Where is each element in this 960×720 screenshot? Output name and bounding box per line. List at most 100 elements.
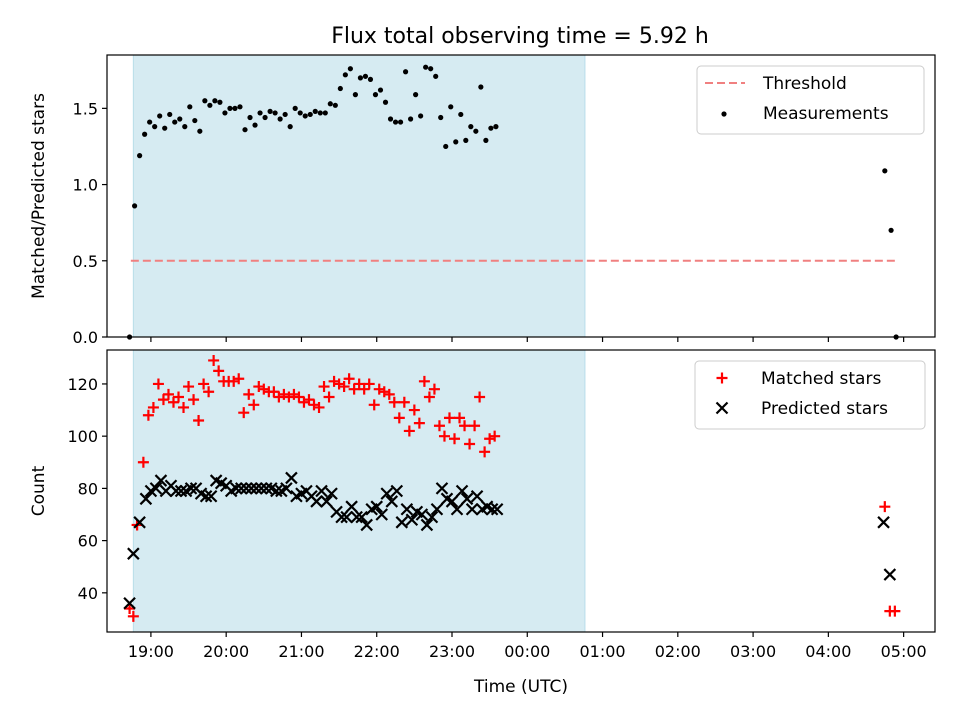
measurements-point — [882, 168, 888, 174]
measurements-point — [397, 119, 404, 125]
predicted-stars-point — [255, 482, 268, 495]
matched-stars-point — [348, 383, 360, 395]
measurements-point — [387, 116, 394, 122]
measurements-point — [187, 104, 193, 110]
measurements-point — [202, 98, 208, 104]
measurements-point — [372, 92, 379, 98]
xtick-label: 23:00 — [429, 642, 475, 661]
xtick-label: 01:00 — [579, 642, 625, 661]
legend-label-threshold: Threshold — [762, 74, 847, 94]
predicted-stars-point — [385, 495, 399, 508]
matched-stars-point — [137, 456, 149, 468]
predicted-stars-point — [395, 516, 409, 529]
measurements-point — [227, 105, 233, 111]
measurements-point — [307, 111, 313, 118]
measurements-point — [332, 102, 338, 108]
measurements-point — [177, 116, 183, 122]
measurements-point — [382, 99, 389, 105]
measurements-point — [302, 113, 308, 119]
measurements-point — [172, 119, 178, 125]
predicted-stars-point — [260, 482, 273, 495]
xtick-label: 21:00 — [278, 642, 324, 661]
measurements-point — [392, 119, 399, 125]
measurements-point — [888, 227, 894, 233]
measurements-point — [287, 124, 293, 130]
measurements-point — [357, 75, 364, 81]
measurements-point — [207, 102, 213, 108]
predicted-stars-point — [375, 508, 389, 521]
predicted-stars-point — [127, 547, 140, 560]
measurements-point — [237, 104, 243, 110]
predicted-stars-point — [270, 484, 283, 498]
matched-stars-point — [233, 373, 245, 385]
matched-stars-point — [474, 391, 486, 403]
measurements-point — [222, 110, 228, 116]
matched-stars-point — [418, 375, 430, 387]
matched-stars-point — [152, 378, 164, 390]
predicted-stars-point — [405, 513, 419, 526]
measurements-point — [322, 110, 328, 116]
top-ytick-label: 0.5 — [73, 252, 98, 271]
measurements-point — [408, 116, 414, 122]
predicted-stars-point — [465, 503, 479, 516]
matched-stars-point — [157, 394, 169, 406]
predicted-stars-point — [390, 484, 404, 498]
matched-stars-point — [162, 388, 174, 400]
measurements-point — [252, 122, 258, 128]
predicted-stars-point — [280, 482, 293, 495]
matched-stars-point — [167, 396, 179, 408]
measurements-point — [463, 137, 469, 143]
predicted-stars-point — [340, 510, 353, 524]
xtick-label: 04:00 — [805, 642, 851, 661]
matched-stars-point — [178, 401, 190, 413]
matched-stars-point — [343, 373, 355, 385]
top-legend: Threshold Measurements — [696, 65, 925, 135]
matched-stars-point — [383, 388, 395, 400]
matched-stars-point — [203, 386, 215, 398]
measurements-point — [448, 104, 454, 110]
matched-stars-point — [398, 396, 410, 408]
xtick-label: 02:00 — [655, 642, 701, 661]
legend-label-measurements: Measurements — [763, 104, 889, 124]
top-ylabel: Matched/Predicted stars — [29, 93, 49, 299]
matched-stars-point — [454, 412, 466, 424]
xlabel: Time (UTC) — [473, 677, 568, 697]
matched-stars-point — [303, 394, 315, 406]
measurements-point — [297, 110, 303, 116]
matched-stars-point — [368, 399, 380, 411]
predicted-stars-point — [250, 482, 263, 495]
matched-stars-point — [449, 433, 461, 445]
measurements-point — [438, 114, 444, 121]
measurements-point — [262, 114, 268, 121]
matched-stars-point — [147, 401, 159, 413]
measurements-point — [282, 111, 288, 118]
top-observing-window — [132, 54, 586, 338]
legend-label-matched-stars: Matched stars — [761, 369, 881, 389]
measurements-point — [267, 108, 273, 114]
predicted-stars-point — [149, 482, 163, 495]
measurements-point — [443, 143, 449, 150]
measurements-point — [192, 117, 198, 124]
predicted-stars-point — [310, 495, 323, 508]
predicted-stars-point — [239, 482, 253, 495]
matched-stars-point — [318, 381, 330, 393]
matched-stars-point — [438, 430, 450, 442]
matched-stars-point — [127, 610, 139, 622]
measurements-point — [152, 124, 158, 130]
predicted-stars-point — [350, 510, 363, 524]
matched-stars-point — [238, 407, 250, 419]
measurements-point — [418, 113, 424, 119]
matched-stars-point — [363, 378, 375, 390]
measurements-point — [232, 105, 238, 111]
matched-stars-point — [193, 415, 205, 426]
bottom-ytick-label: 100 — [67, 427, 98, 446]
matched-stars-point — [293, 391, 305, 403]
predicted-stars-point — [184, 482, 198, 495]
predicted-stars-point — [285, 471, 298, 485]
predicted-stars-point — [435, 482, 449, 495]
matched-stars-point — [243, 388, 255, 400]
top-ytick-label: 0.0 — [73, 328, 98, 347]
bottom-legend: Matched stars Predicted stars — [694, 360, 926, 430]
bottom-ytick-label: 120 — [67, 375, 98, 394]
measurements-point — [182, 124, 188, 130]
